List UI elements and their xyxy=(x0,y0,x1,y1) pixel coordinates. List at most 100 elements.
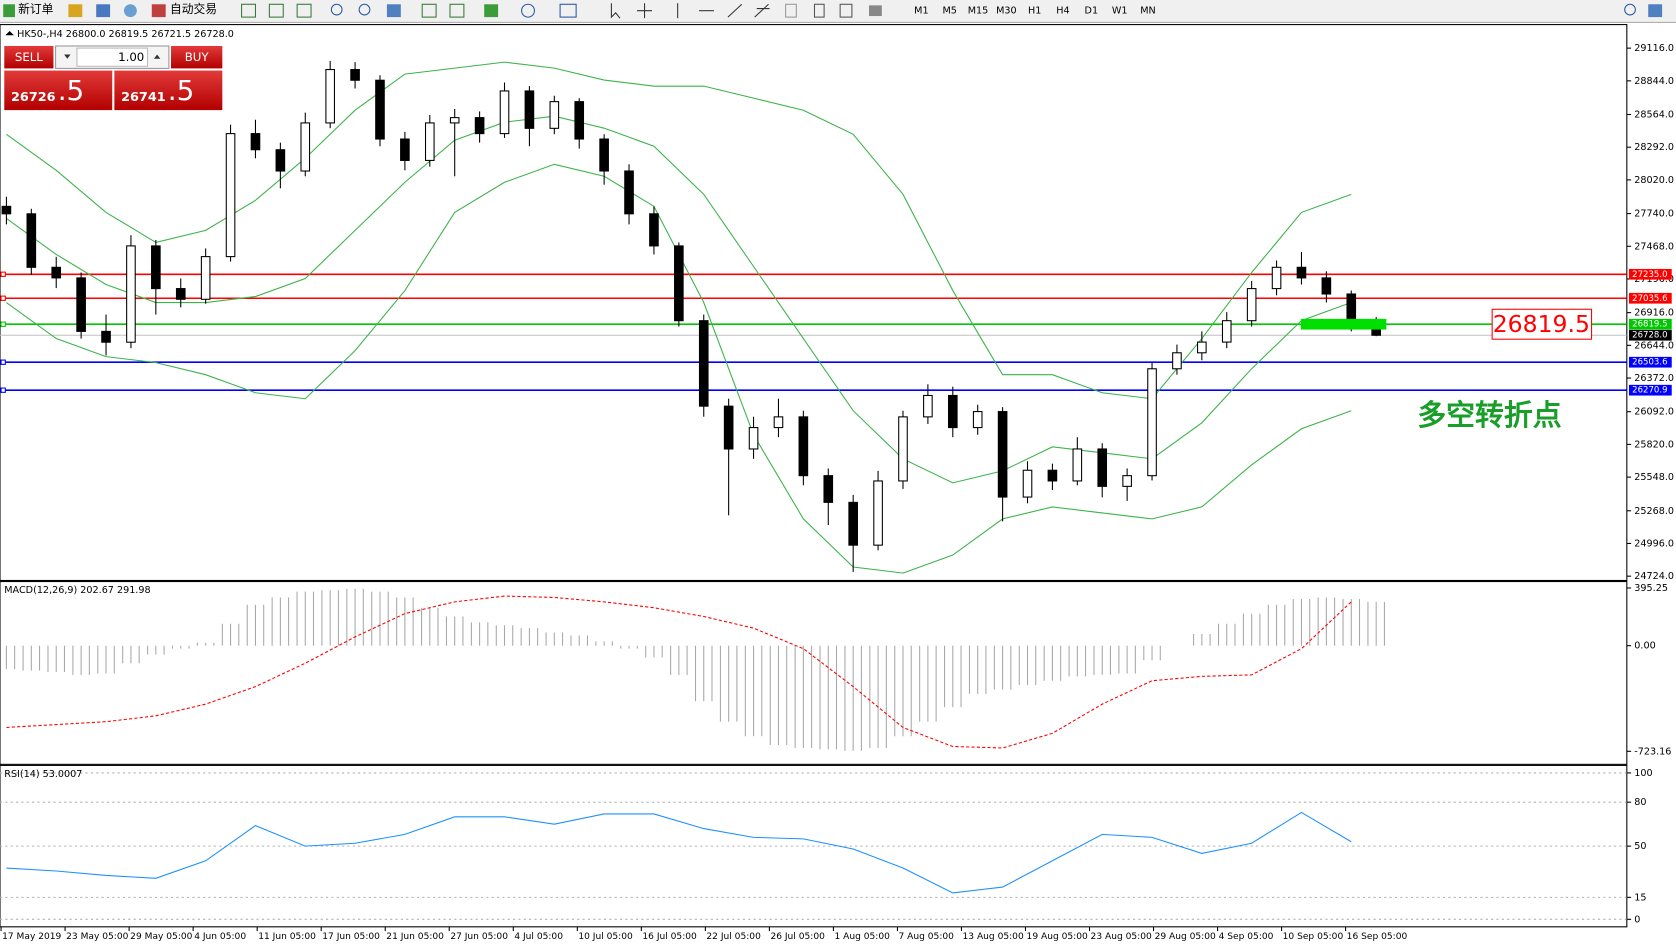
zoom-in[interactable] xyxy=(330,3,343,16)
candle-body xyxy=(1172,352,1182,370)
price-level-tag xyxy=(1628,384,1672,396)
candle-body xyxy=(923,394,933,418)
price-level-marker xyxy=(0,321,6,327)
label-tool[interactable] xyxy=(839,3,853,18)
lots-up[interactable] xyxy=(153,54,161,59)
icon[interactable] xyxy=(96,4,111,18)
timeframe-button[interactable]: H4 xyxy=(1056,6,1069,17)
x-tick-label: 19 Aug 05:00 xyxy=(1027,932,1088,942)
y-tick-label: 28020.0 xyxy=(1634,175,1674,186)
price-level-label: 26503.6 xyxy=(1632,358,1667,368)
trendline-tool[interactable] xyxy=(727,3,743,18)
buy-button[interactable] xyxy=(171,45,223,69)
candle-body xyxy=(798,416,809,477)
toolbar: 新订单 自动交易 M1 M5 M15 M30 H1 H4 D1 W1 MN xyxy=(0,0,1676,23)
y-tick-label: 80 xyxy=(1634,797,1646,808)
x-tick-label: 4 Jul 05:00 xyxy=(514,932,563,942)
marked-price-box xyxy=(1491,308,1593,340)
sell-price-frac[interactable]: .5 xyxy=(58,74,85,107)
x-tick-label: 17 Jun 05:00 xyxy=(322,932,380,942)
buy-label[interactable]: BUY xyxy=(185,50,210,64)
timeframe-button[interactable]: M1 xyxy=(914,6,928,17)
x-tick-label: 16 Jul 05:00 xyxy=(642,932,697,942)
price-level-marker xyxy=(0,387,6,393)
icon[interactable] xyxy=(296,3,312,18)
new-order-button[interactable]: 新订单 xyxy=(18,2,53,16)
current-price-label: 26728.0 xyxy=(1632,331,1667,341)
timeframe-button[interactable]: D1 xyxy=(1085,6,1099,17)
sell-label[interactable]: SELL xyxy=(15,50,43,64)
account[interactable] xyxy=(1648,4,1663,18)
candle-body xyxy=(873,480,883,546)
candle-body xyxy=(1147,368,1157,477)
search[interactable] xyxy=(1624,3,1636,16)
candle-body xyxy=(997,411,1008,498)
icon[interactable] xyxy=(421,3,437,18)
candle-body xyxy=(1,205,12,215)
cursor-tool[interactable] xyxy=(610,3,621,19)
x-tick-label: 23 May 05:00 xyxy=(66,932,128,942)
candle-body xyxy=(325,69,335,124)
candle-body xyxy=(1072,448,1083,482)
y-tick-label: 26092.0 xyxy=(1634,407,1674,418)
sell-button[interactable] xyxy=(4,45,54,69)
candle-body xyxy=(1022,469,1033,498)
icon[interactable] xyxy=(449,3,465,18)
price-level-tag xyxy=(1628,356,1672,368)
icon[interactable] xyxy=(386,4,401,18)
templates[interactable] xyxy=(559,3,577,18)
arrows-tool[interactable] xyxy=(868,5,882,17)
zoom-out[interactable] xyxy=(358,3,371,16)
candle-body xyxy=(649,213,659,247)
text-tool[interactable] xyxy=(813,3,825,18)
icon[interactable] xyxy=(241,3,256,18)
y-tick-label: 28564.0 xyxy=(1634,110,1674,121)
buy-price-box[interactable] xyxy=(114,70,223,111)
timeframe-button[interactable]: MN xyxy=(1140,6,1155,17)
fibo-tool[interactable] xyxy=(785,3,797,18)
icon[interactable] xyxy=(68,4,83,18)
buy-price-int[interactable]: 26741 xyxy=(121,90,166,105)
timeframe-button[interactable]: M30 xyxy=(996,6,1017,17)
periods[interactable] xyxy=(521,3,535,18)
y-tick-label: 26644.0 xyxy=(1634,340,1674,351)
lots-down[interactable] xyxy=(64,54,71,59)
y-tick-label: 15 xyxy=(1634,892,1646,903)
y-tick-label: 25820.0 xyxy=(1634,439,1674,450)
channel-tool[interactable] xyxy=(754,3,770,18)
crosshair-tool[interactable] xyxy=(637,3,653,19)
x-tick-label: 1 Aug 05:00 xyxy=(834,932,890,942)
y-tick-label: 100 xyxy=(1634,768,1652,779)
timeframe-button[interactable]: H1 xyxy=(1028,6,1041,17)
icon[interactable] xyxy=(268,3,284,18)
rsi-title: RSI(14) 53.0007 xyxy=(4,769,82,780)
x-tick-label: 29 May 05:00 xyxy=(130,932,192,942)
candle-body xyxy=(823,475,834,503)
auto-trade-button[interactable]: 自动交易 xyxy=(170,2,217,16)
y-tick-label: 0.00 xyxy=(1634,641,1655,652)
buy-price-frac[interactable]: .5 xyxy=(168,74,195,107)
price-panel xyxy=(0,24,1628,582)
lots-value[interactable]: 1.00 xyxy=(118,50,144,64)
candle-body xyxy=(723,405,734,450)
icon[interactable] xyxy=(123,4,137,18)
candle-body xyxy=(499,90,510,135)
candle-body xyxy=(26,213,37,268)
price-level-label: 26819.5 xyxy=(1632,320,1667,330)
timeframe-button[interactable]: W1 xyxy=(1112,6,1128,17)
macd-plot xyxy=(5,588,1385,751)
collapse-icon[interactable] xyxy=(5,31,14,36)
auto-trade-icon[interactable] xyxy=(151,4,166,18)
timeframe-button[interactable]: M15 xyxy=(968,6,989,17)
indicators[interactable] xyxy=(484,4,499,18)
new-order-icon[interactable] xyxy=(3,4,15,18)
sell-price-box[interactable] xyxy=(4,70,113,111)
y-tick-label: 28292.0 xyxy=(1634,142,1674,153)
one-click-trading: SELL 1.00 BUY 26726 .5 26741 .5 xyxy=(4,45,223,111)
timeframe-button[interactable]: M5 xyxy=(942,6,956,17)
sell-price-int[interactable]: 26726 xyxy=(11,90,56,105)
y-tick-label: 29116.0 xyxy=(1634,43,1674,54)
price-level-marker xyxy=(0,295,6,301)
candle-body xyxy=(1346,293,1357,322)
lots-input[interactable] xyxy=(76,47,149,67)
